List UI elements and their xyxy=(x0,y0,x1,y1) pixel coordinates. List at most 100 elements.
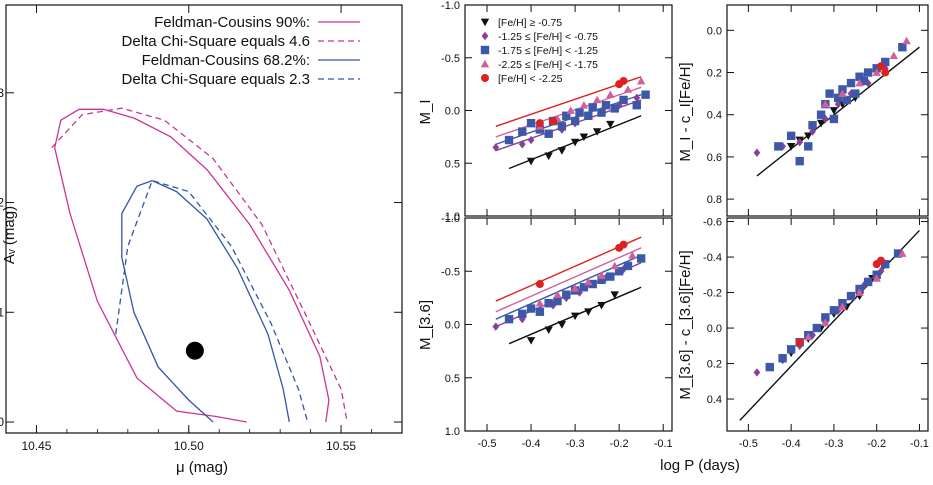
y-tick-label: 1.0 xyxy=(445,211,460,223)
left-x-axis-title: μ (mag) xyxy=(176,459,228,476)
legend-label: -1.25 ≤ [Fe/H] < -0.75 xyxy=(498,31,598,43)
data-point xyxy=(753,148,761,157)
x-tick-label: -0.2 xyxy=(610,438,629,450)
data-point xyxy=(881,68,890,77)
middle-legend: [Fe/H] ≥ -0.75 -1.25 ≤ [Fe/H] < -0.75 -1.7… xyxy=(480,17,598,85)
left-y-tick-label: 0.0 xyxy=(0,415,4,429)
data-point xyxy=(544,152,553,161)
data-point xyxy=(804,142,813,151)
fit-line xyxy=(495,254,642,320)
data-point xyxy=(855,72,864,81)
left-panel: 10.45 10.50 10.55 0.0 0.1 0.2 0.3 Feldman-Cous… xyxy=(0,4,403,476)
data-point xyxy=(842,95,851,105)
y-tick-label: 0.8 xyxy=(707,194,722,206)
data-point xyxy=(881,259,890,269)
data-point xyxy=(557,321,567,329)
data-point xyxy=(619,76,628,85)
data-point xyxy=(584,308,593,316)
data-point xyxy=(518,140,526,149)
top-middle-y-axis-title: M_I xyxy=(417,99,434,124)
data-point xyxy=(606,272,615,281)
left-ticks: 10.45 10.50 10.55 0.0 0.1 0.2 0.3 xyxy=(0,5,402,453)
x-tick-label: -0.5 xyxy=(739,438,758,450)
best-fit-point xyxy=(185,341,204,360)
data-point xyxy=(592,95,602,104)
data-point xyxy=(816,119,826,128)
data-point xyxy=(557,122,567,131)
legend-label: -1.75 ≤ [Fe/H] < -1.25 xyxy=(498,45,598,57)
legend-label: [Fe/H] < -2.25 xyxy=(498,73,563,85)
left-curves xyxy=(51,107,348,423)
data-point xyxy=(821,99,830,108)
data-point xyxy=(619,240,628,249)
data-point xyxy=(579,133,589,142)
top-middle-content: -1.0 -0.5 0.0 0.5 1.0 xyxy=(441,0,672,223)
data-point xyxy=(526,157,536,166)
data-point xyxy=(584,111,593,120)
middle-panels: -1.0-0.50.00.51.0 -1.0-0.50.00.51.0-0.5-… xyxy=(417,0,740,474)
data-point xyxy=(535,307,545,316)
contour-line-0 xyxy=(54,108,247,423)
data-point xyxy=(889,51,898,59)
left-y-axis-title: Aᵥ (mag) xyxy=(1,206,18,264)
data-point xyxy=(779,142,786,151)
x-tick-label: -0.1 xyxy=(910,438,929,450)
data-point xyxy=(795,338,804,347)
fit-line xyxy=(756,46,920,177)
data-point xyxy=(623,85,633,93)
right-panels: 0.00.20.40.60.8 -0.6-0.4-0.20.00.20.4-0.… xyxy=(677,4,929,450)
fit-line xyxy=(739,229,920,421)
data-point xyxy=(518,127,527,136)
bottom-right-plot-frame xyxy=(726,217,929,432)
data-point xyxy=(570,284,580,292)
legend-label: -2.25 ≤ [Fe/H] < -1.75 xyxy=(498,59,598,71)
left-x-tick-label: 10.45 xyxy=(21,439,51,453)
data-point xyxy=(553,290,562,299)
data-point xyxy=(855,288,864,296)
data-point xyxy=(881,57,890,67)
data-point xyxy=(825,89,834,98)
y-tick-label: 0.6 xyxy=(707,152,722,164)
data-point xyxy=(808,121,817,130)
data-point xyxy=(518,309,527,319)
data-point xyxy=(872,68,881,76)
data-point xyxy=(636,76,646,85)
contour-line-5 xyxy=(115,179,309,423)
data-point xyxy=(872,274,881,282)
data-point xyxy=(838,85,847,94)
x-tick-label: -0.5 xyxy=(478,438,497,450)
data-point xyxy=(851,89,860,98)
left-legend: Feldman-Cousins 90%: Delta Chi-Square equ… xyxy=(122,14,360,88)
data-point xyxy=(544,299,553,308)
y-tick-label: -0.5 xyxy=(441,53,460,65)
data-point xyxy=(601,101,611,110)
x-tick-label: -0.4 xyxy=(782,438,801,450)
data-point xyxy=(480,18,490,27)
data-point xyxy=(628,251,637,259)
contour-line-3 xyxy=(121,179,214,423)
bottom-right-y-axis-title: M_[3.6] - c_[3.6][Fe/H] xyxy=(677,250,694,399)
y-tick-label: -0.4 xyxy=(703,252,722,264)
data-point xyxy=(597,275,606,284)
data-point xyxy=(619,95,628,105)
y-tick-label: 0.0 xyxy=(445,106,460,118)
data-point xyxy=(584,277,593,286)
data-point xyxy=(492,322,500,331)
y-tick-label: 0.5 xyxy=(445,373,460,385)
y-tick-label: 0.2 xyxy=(707,359,722,371)
left-y-tick-label: 0.3 xyxy=(0,86,4,100)
data-point xyxy=(838,302,847,311)
data-point xyxy=(606,120,615,129)
data-point xyxy=(481,31,489,41)
x-tick-label: -0.4 xyxy=(522,438,541,450)
data-point xyxy=(606,90,615,99)
data-point xyxy=(492,143,500,152)
data-point xyxy=(623,261,633,271)
data-point xyxy=(579,101,589,109)
fit-line xyxy=(495,247,642,313)
data-point xyxy=(566,106,575,114)
x-tick-label: -0.3 xyxy=(824,438,843,450)
data-point xyxy=(526,304,536,313)
data-point xyxy=(562,290,571,299)
